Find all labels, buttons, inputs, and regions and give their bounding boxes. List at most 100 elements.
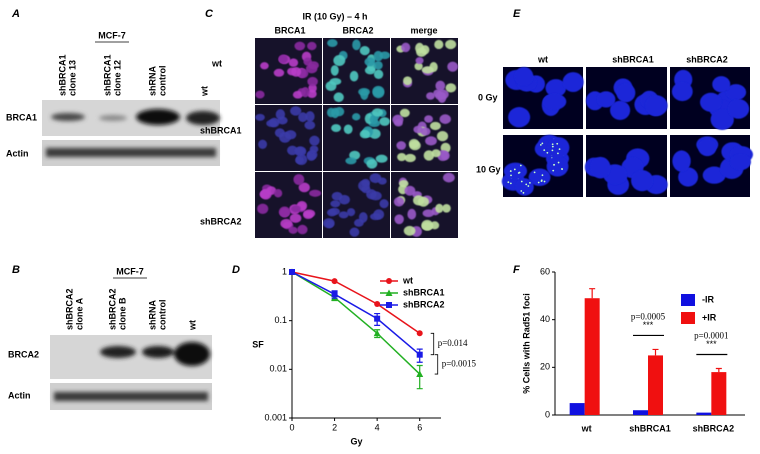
nucleus [278, 206, 291, 218]
nucleus [710, 109, 734, 130]
focus [551, 145, 554, 148]
focus [522, 191, 525, 194]
nucleus [422, 209, 435, 218]
nucleus [397, 152, 407, 162]
panel-label: A [11, 8, 20, 20]
focus [543, 180, 546, 183]
focus [546, 151, 549, 154]
nucleus [610, 100, 631, 120]
focus [543, 149, 546, 152]
nucleus [413, 195, 425, 206]
nucleus [358, 87, 370, 96]
nucleus [369, 173, 382, 184]
nucleus [291, 205, 301, 213]
nucleus [349, 227, 360, 237]
row-label: shBRCA1 [200, 125, 242, 135]
nucleus [424, 115, 433, 123]
focus [537, 181, 540, 184]
nucleus [515, 178, 534, 196]
marker [416, 370, 424, 378]
nucleus [372, 108, 384, 117]
bracket [434, 354, 439, 375]
nucleus [394, 214, 404, 225]
nucleus [373, 50, 384, 62]
nucleus [542, 93, 567, 110]
x-tick-label: shBRCA2 [693, 423, 735, 433]
focus [539, 143, 542, 146]
x-tick-label: 0 [289, 422, 294, 432]
nucleus [434, 39, 444, 50]
nucleus [396, 141, 407, 150]
nucleus [671, 81, 693, 102]
lane-label: control [157, 300, 167, 331]
nucleus [352, 113, 361, 121]
band [54, 392, 208, 401]
marker [374, 301, 381, 308]
nucleus [631, 170, 654, 192]
focus [533, 171, 536, 174]
marker [416, 351, 423, 358]
nucleus [260, 62, 269, 70]
nucleus [280, 218, 293, 229]
legend-label: -IR [702, 294, 714, 304]
panel-label: D [232, 264, 240, 276]
bar [711, 372, 727, 415]
nucleus [379, 199, 389, 209]
nucleus [326, 208, 337, 217]
row-label: BRCA2 [8, 349, 39, 359]
focus [525, 183, 528, 186]
marker [331, 291, 338, 298]
lane-label: control [157, 66, 167, 97]
nucleus [301, 87, 310, 98]
lane-label: clone 13 [67, 60, 77, 96]
nucleus [403, 76, 413, 86]
nucleus [330, 65, 339, 76]
nucleus [429, 121, 441, 131]
nucleus [372, 85, 385, 97]
focus [527, 185, 530, 187]
lane-labels: shBRCA1 clone 13 shBRCA1 clone 12 shRNA contr… [57, 54, 209, 97]
nucleus [338, 211, 349, 219]
series-line [291, 271, 421, 375]
nucleus [293, 174, 305, 186]
nucleus [369, 114, 378, 125]
nucleus [596, 91, 616, 108]
row-label: Actin [8, 390, 31, 400]
y-tick-label: 0.01 [269, 364, 287, 374]
nucleus [590, 156, 611, 179]
focus [551, 143, 554, 146]
focus [519, 164, 522, 167]
series-line [291, 271, 421, 334]
nucleus [421, 219, 434, 231]
nucleus [288, 226, 298, 234]
y-tick-label: 60 [540, 266, 550, 276]
annotation-stars: *** [706, 339, 717, 349]
error-bar [715, 367, 722, 373]
focus [520, 180, 523, 183]
focus [507, 181, 510, 184]
column-label: BRCA2 [342, 25, 373, 35]
micrographs [255, 38, 459, 239]
nucleus [409, 140, 421, 151]
nucleus [426, 92, 435, 100]
nucleus [420, 127, 431, 136]
nucleus [295, 156, 304, 165]
annotation-stars: *** [643, 320, 654, 330]
nucleus [277, 116, 288, 125]
nucleus [727, 99, 750, 119]
nucleus [508, 107, 531, 128]
nucleus [514, 66, 534, 87]
x-tick-label: shBRCA1 [629, 423, 671, 433]
nucleus [333, 92, 344, 103]
focus [557, 152, 559, 155]
column-label: merge [410, 25, 437, 35]
nucleus [678, 167, 699, 187]
nucleus [327, 39, 338, 48]
marker [331, 278, 338, 285]
nucleus [366, 159, 378, 169]
panel-title: IR (10 Gy) – 4 h [302, 11, 367, 21]
focus [541, 174, 544, 177]
nucleus [289, 213, 302, 223]
band [46, 148, 216, 157]
column-label: wt [537, 54, 548, 64]
